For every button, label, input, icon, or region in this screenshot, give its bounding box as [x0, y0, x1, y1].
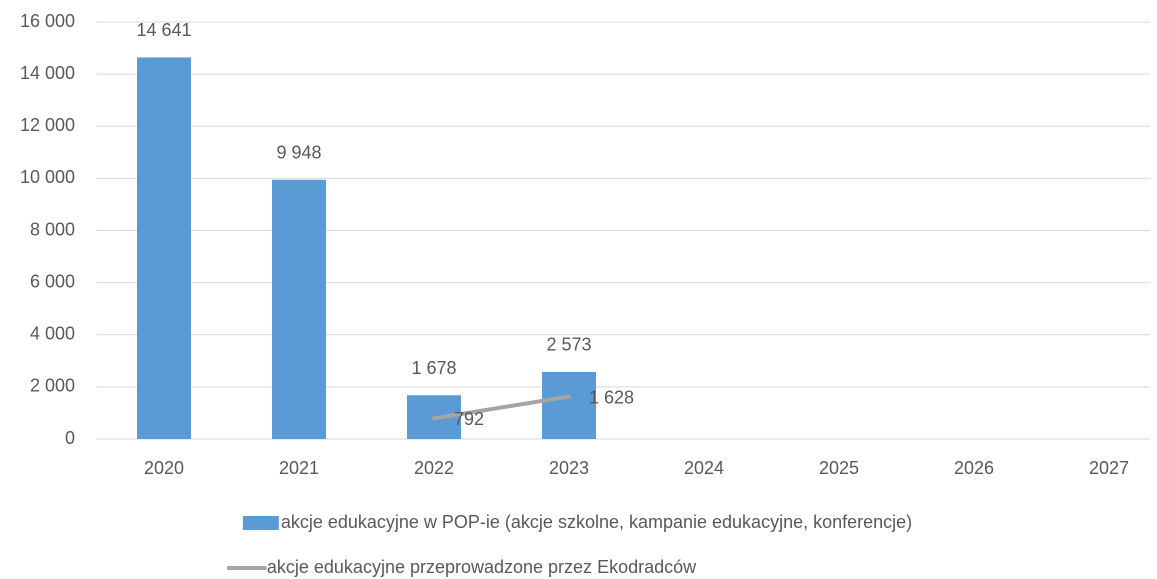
data-label: 14 641 [136, 20, 191, 40]
x-tick-label: 2027 [1089, 458, 1129, 478]
y-tick-label: 0 [65, 428, 75, 448]
y-tick-label: 4 000 [30, 324, 75, 344]
data-label: 1 628 [589, 387, 634, 407]
legend-label: akcje edukacyjne przeprowadzone przez Ek… [267, 557, 697, 577]
y-tick-label: 12 000 [20, 115, 75, 135]
x-tick-label: 2025 [819, 458, 859, 478]
legend-swatch [242, 516, 279, 530]
y-tick-label: 2 000 [30, 376, 75, 396]
bar [137, 57, 191, 439]
x-tick-label: 2026 [954, 458, 994, 478]
data-label: 792 [454, 409, 484, 429]
x-tick-label: 2023 [549, 458, 589, 478]
x-tick-label: 2020 [144, 458, 184, 478]
data-label: 1 678 [411, 358, 456, 378]
y-tick-label: 14 000 [20, 63, 75, 83]
y-tick-label: 16 000 [20, 11, 75, 31]
bar [272, 179, 326, 439]
bar [542, 371, 596, 439]
x-tick-label: 2021 [279, 458, 319, 478]
data-label: 9 948 [276, 142, 321, 162]
line [432, 394, 571, 421]
x-tick-label: 2024 [684, 458, 724, 478]
y-tick-label: 10 000 [20, 167, 75, 187]
x-tick-label: 2022 [414, 458, 454, 478]
data-label: 2 573 [546, 335, 591, 355]
legend-label: akcje edukacyjne w POP-ie (akcje szkolne… [281, 512, 912, 532]
y-tick-label: 8 000 [30, 219, 75, 239]
y-tick-label: 6 000 [30, 271, 75, 291]
